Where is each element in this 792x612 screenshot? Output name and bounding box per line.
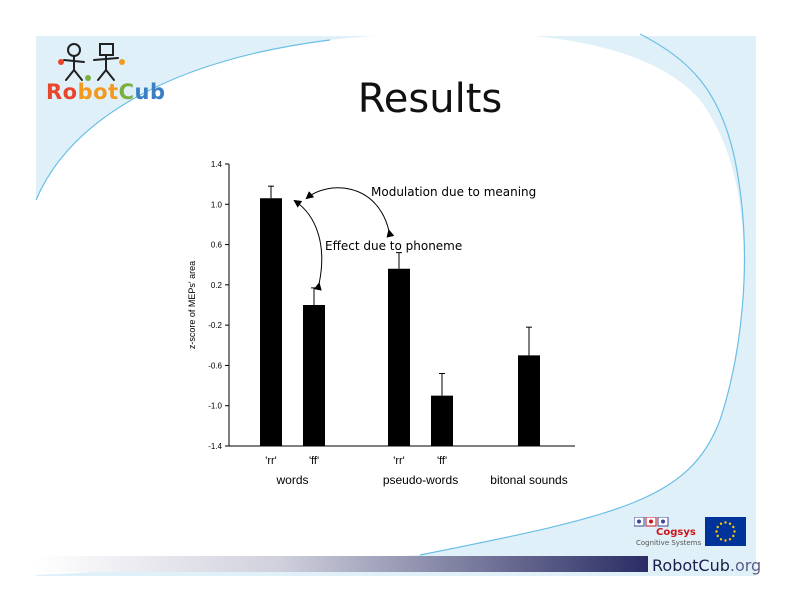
cogsys-name: Cogsys xyxy=(656,527,696,538)
eu-star xyxy=(732,534,735,538)
bar-chart: z-score of MEPs' area -1.4 -1.0 -0.6 -0.2 0.… xyxy=(187,160,575,487)
y-tick-label: 0.2 xyxy=(211,281,223,290)
slide-title: Results xyxy=(357,76,503,122)
robotcub-logo-icon xyxy=(58,43,125,81)
bar-label: 'ff' xyxy=(309,455,319,467)
bar xyxy=(431,395,453,446)
group-label: bitonal sounds xyxy=(490,473,567,487)
bar-label: 'rr' xyxy=(265,455,277,467)
bar-label: 'rr' xyxy=(393,455,405,467)
y-tick-label: -0.2 xyxy=(208,321,222,330)
bar xyxy=(303,305,325,446)
y-tick-label: 0.6 xyxy=(211,241,223,250)
group-label: words xyxy=(275,473,308,487)
eu-star xyxy=(724,521,727,524)
annotation-meaning: Modulation due to meaning xyxy=(371,185,536,199)
footer-domain: .org xyxy=(729,556,762,575)
group-label: pseudo-words xyxy=(383,473,458,487)
eu-star xyxy=(728,522,732,525)
eu-star xyxy=(728,538,732,541)
bar xyxy=(518,355,540,446)
cogsys-subtitle: Cognitive Systems xyxy=(636,539,702,547)
meaning-arrow xyxy=(305,187,395,238)
footer-url[interactable]: RobotCub.org xyxy=(652,556,761,575)
eu-star xyxy=(724,539,727,542)
footer-bar xyxy=(36,556,648,572)
eu-star xyxy=(715,530,718,533)
eu-star xyxy=(716,525,719,529)
cogsys-text-block: Cogsys Cognitive Systems xyxy=(634,517,714,553)
logo-part-2: bot xyxy=(77,80,119,104)
y-tick-label: -1.4 xyxy=(208,442,222,451)
y-tick-label: 1.4 xyxy=(211,160,223,169)
logo-part-1: Ro xyxy=(46,80,78,104)
robotcub-logo-text: RobotCub xyxy=(46,80,166,104)
y-tick-label: -0.6 xyxy=(208,361,222,370)
bar xyxy=(260,198,282,446)
y-axis-label: z-score of MEPs' area xyxy=(187,261,197,349)
eu-star xyxy=(732,525,735,529)
phoneme-arrow xyxy=(293,199,323,291)
eu-star xyxy=(719,538,723,541)
chart-panel: z-score of MEPs' area -1.4 -1.0 -0.6 -0.2 0.… xyxy=(167,156,590,498)
logo-part-4: ub xyxy=(134,80,166,104)
eu-star xyxy=(719,522,723,525)
eu-flag-icon xyxy=(705,517,746,546)
bar-label: 'ff' xyxy=(437,455,447,467)
eu-star xyxy=(716,534,719,538)
footer-brand: RobotCub xyxy=(652,556,730,575)
logo-part-3: C xyxy=(118,80,135,104)
eu-star xyxy=(733,530,736,533)
annotation-phoneme: Effect due to phoneme xyxy=(325,239,462,253)
y-tick-label: 1.0 xyxy=(211,200,223,209)
cogsys-logo-icon xyxy=(634,517,669,527)
y-tick-label: -1.0 xyxy=(208,402,222,411)
bar xyxy=(388,268,410,446)
